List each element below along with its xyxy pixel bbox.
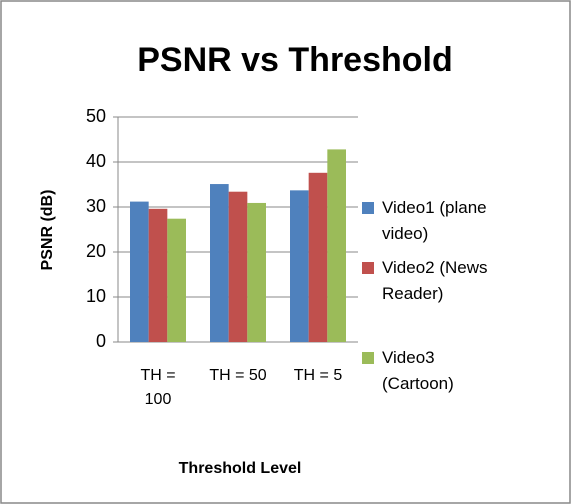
y-tick-label: 50: [86, 106, 106, 126]
bar: [327, 149, 346, 342]
y-axis-title: PSNR (dB): [39, 190, 56, 271]
y-tick-label: 0: [96, 331, 106, 351]
x-axis-title: Threshold Level: [179, 460, 302, 477]
bar: [210, 184, 229, 342]
bar: [308, 172, 328, 342]
legend-label: Video1 (plane video): [382, 198, 487, 243]
bar: [148, 208, 168, 342]
bar: [130, 201, 149, 342]
chart-title: PSNR vs Threshold: [137, 41, 453, 79]
bar: [247, 202, 266, 342]
legend-swatch: [362, 202, 374, 214]
bar: [167, 218, 186, 342]
legend-swatch: [362, 352, 374, 364]
legend-swatch: [362, 262, 374, 274]
bar: [290, 190, 309, 342]
x-tick-label: TH = 100: [140, 367, 176, 408]
x-tick-label: TH = 5: [293, 367, 343, 384]
y-tick-label: 30: [86, 196, 106, 216]
bar: [228, 191, 248, 342]
x-tick-label: TH = 50: [209, 367, 267, 384]
legend-label: Video3 (Cartoon): [382, 348, 454, 393]
y-tick-label: 10: [86, 286, 106, 306]
y-tick-label: 20: [86, 241, 106, 261]
y-tick-label: 40: [86, 151, 106, 171]
legend-label: Video2 (News Reader): [382, 258, 488, 303]
